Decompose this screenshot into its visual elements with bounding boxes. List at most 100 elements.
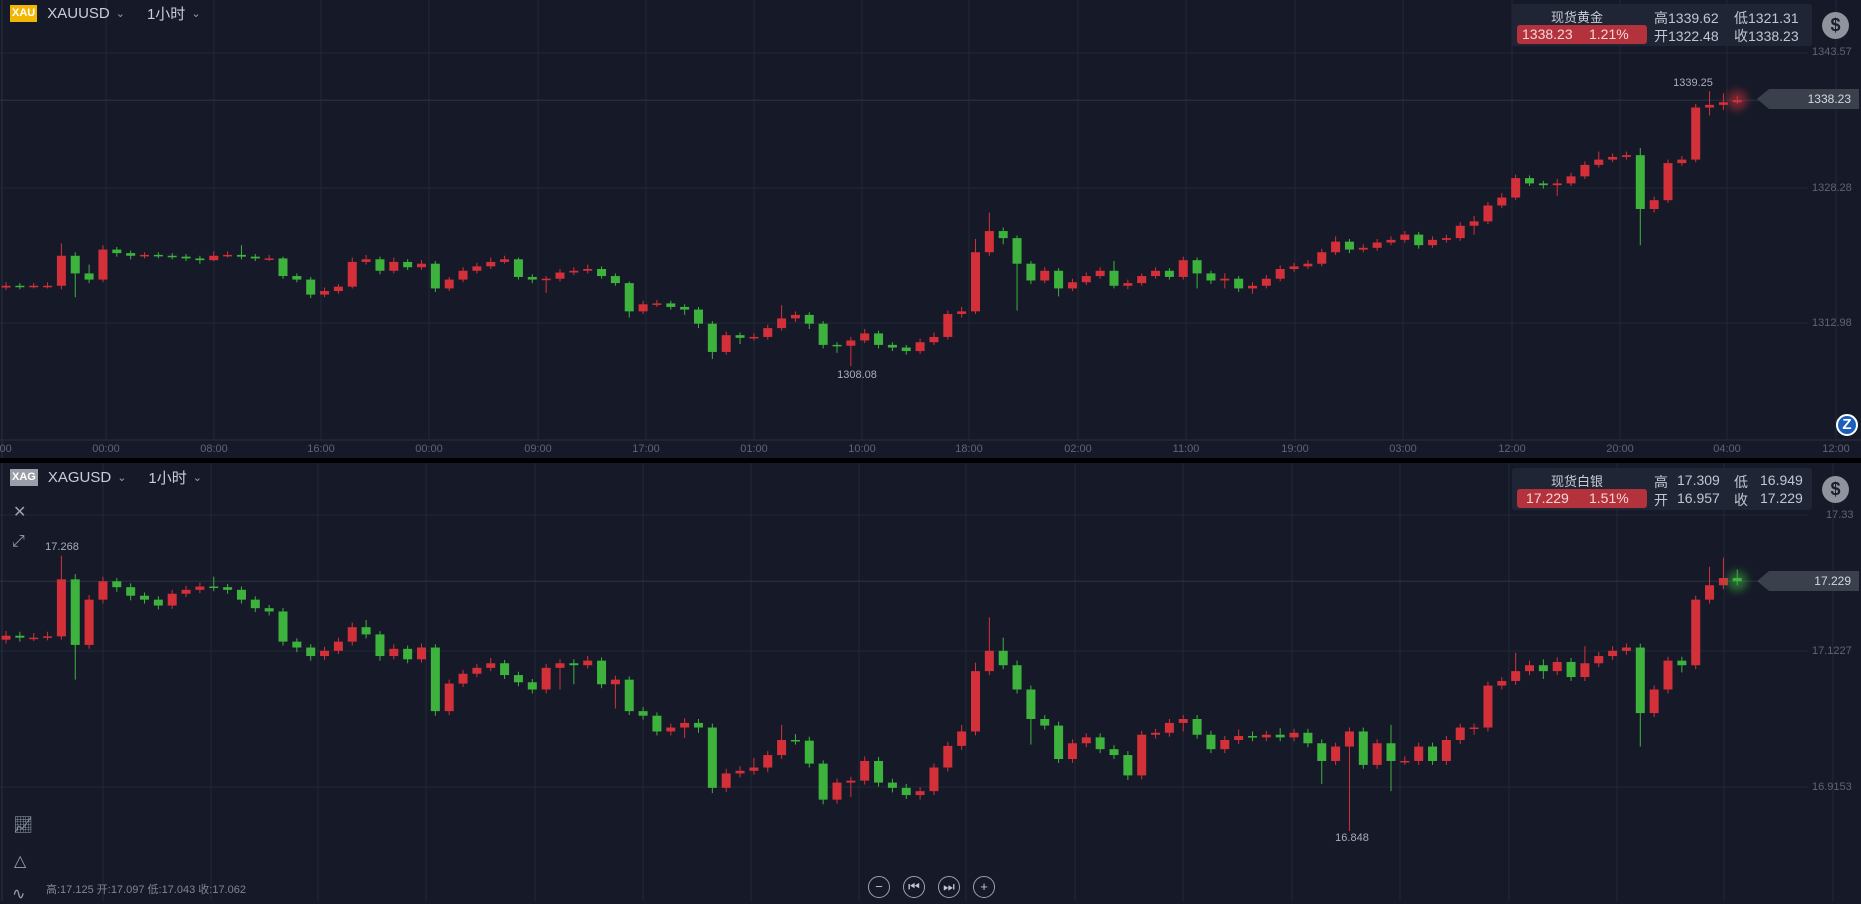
candle[interactable] [1234, 276, 1244, 292]
candle[interactable] [389, 257, 399, 274]
candle[interactable] [250, 254, 260, 262]
candle[interactable] [1566, 172, 1576, 187]
symbol-selector-xau[interactable]: XAUUSD [47, 4, 110, 22]
candle[interactable] [846, 336, 856, 367]
candle[interactable] [1192, 257, 1202, 289]
candle[interactable] [375, 256, 385, 275]
candle[interactable] [361, 254, 371, 265]
candle[interactable] [638, 707, 648, 720]
candle[interactable] [264, 254, 274, 262]
candle[interactable] [1095, 267, 1105, 279]
candle[interactable] [624, 676, 634, 716]
candle[interactable] [1428, 742, 1438, 765]
candle[interactable] [1525, 660, 1534, 676]
candle[interactable] [140, 592, 149, 604]
candle[interactable] [1220, 273, 1230, 289]
candle[interactable] [680, 304, 690, 315]
candle[interactable] [70, 252, 80, 298]
candle[interactable] [1123, 279, 1133, 290]
candle[interactable] [610, 675, 620, 709]
candle[interactable] [1483, 681, 1493, 732]
zoom-out-button[interactable]: − [868, 876, 890, 898]
candle[interactable] [555, 269, 565, 282]
candle[interactable] [236, 586, 246, 604]
candle[interactable] [320, 287, 330, 298]
candle[interactable] [1441, 234, 1451, 243]
candle[interactable] [292, 273, 302, 283]
candle[interactable] [153, 252, 163, 259]
candle[interactable] [250, 596, 260, 613]
candle[interactable] [361, 619, 371, 639]
chevron-down-icon[interactable]: ⌄ [117, 471, 127, 484]
candle[interactable] [1441, 736, 1451, 765]
candle[interactable] [209, 251, 219, 262]
candle[interactable] [306, 276, 316, 299]
candle[interactable] [1109, 261, 1119, 289]
candle[interactable] [1109, 745, 1119, 759]
symbol-selector-xag[interactable]: XAGUSD [47, 468, 112, 486]
candle[interactable] [167, 589, 177, 609]
candle[interactable] [1691, 104, 1701, 163]
candle[interactable] [1386, 236, 1396, 246]
candle[interactable] [1386, 724, 1396, 792]
candle[interactable] [694, 306, 703, 329]
candle[interactable] [1580, 646, 1590, 681]
candle[interactable] [1469, 216, 1479, 235]
candle[interactable] [1081, 733, 1091, 748]
candle[interactable] [984, 617, 994, 676]
candle[interactable] [569, 659, 579, 685]
candle[interactable] [749, 333, 759, 341]
candle[interactable] [1012, 235, 1022, 311]
candle[interactable] [527, 679, 537, 694]
candle[interactable] [777, 305, 787, 331]
candle[interactable] [915, 787, 925, 800]
candle[interactable] [56, 555, 66, 640]
candle[interactable] [735, 766, 745, 778]
candle[interactable] [1511, 174, 1521, 201]
candle[interactable] [1261, 730, 1271, 742]
candle[interactable] [777, 724, 787, 759]
candle[interactable] [1137, 273, 1147, 286]
candle[interactable] [1178, 256, 1188, 280]
candle[interactable] [278, 608, 288, 646]
candle[interactable] [472, 262, 482, 274]
candle[interactable] [264, 604, 274, 616]
candle[interactable] [1331, 236, 1341, 255]
candle[interactable] [624, 281, 634, 318]
candle[interactable] [1538, 180, 1548, 189]
candle[interactable] [971, 662, 980, 736]
candle[interactable] [790, 311, 800, 322]
chevron-down-icon[interactable]: ⌄ [115, 7, 125, 20]
candle[interactable] [638, 300, 648, 314]
candle[interactable] [333, 284, 343, 294]
waveform-icon[interactable]: ∿ [12, 886, 26, 903]
candle[interactable] [1248, 731, 1257, 742]
candle[interactable] [1455, 723, 1465, 744]
candle[interactable] [1054, 721, 1064, 763]
candle[interactable] [43, 282, 53, 289]
candle[interactable] [874, 757, 884, 787]
candle[interactable] [458, 669, 468, 687]
candle[interactable] [1, 282, 11, 291]
candle[interactable] [929, 332, 939, 345]
candle[interactable] [1400, 756, 1410, 765]
candle[interactable] [1552, 179, 1562, 196]
candle[interactable] [43, 631, 53, 641]
candle[interactable] [1621, 643, 1631, 655]
candle[interactable] [195, 255, 205, 264]
candle[interactable] [513, 257, 523, 280]
candle[interactable] [417, 260, 426, 270]
candle[interactable] [1054, 268, 1064, 297]
candle[interactable] [486, 658, 496, 672]
candle[interactable] [444, 276, 454, 292]
candle[interactable] [1206, 270, 1216, 284]
candle[interactable] [832, 342, 842, 353]
candle[interactable] [1344, 727, 1354, 832]
candle[interactable] [1594, 151, 1604, 168]
candle[interactable] [15, 283, 25, 290]
candle[interactable] [555, 659, 565, 690]
candle[interactable] [998, 227, 1008, 245]
candle[interactable] [1331, 742, 1341, 765]
candle[interactable] [1566, 658, 1576, 681]
